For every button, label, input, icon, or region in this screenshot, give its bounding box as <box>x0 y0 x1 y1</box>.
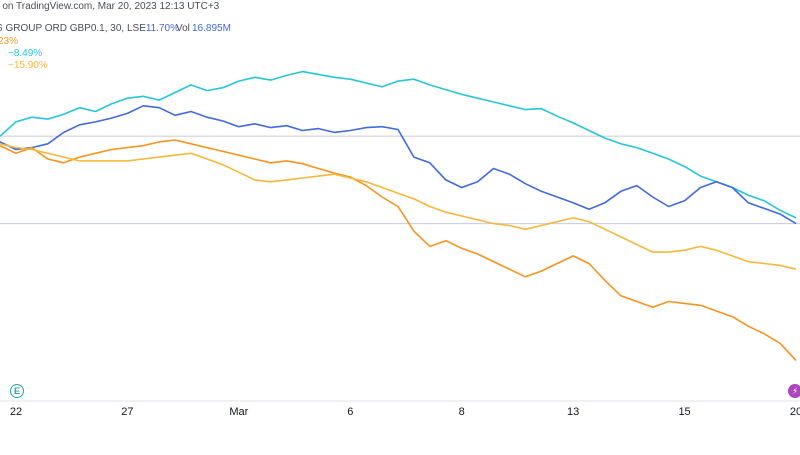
legend-value: 23% <box>0 36 19 47</box>
series-line-0[interactable] <box>0 70 797 219</box>
source-text: d on TradingView.com, Mar 20, 2023 12:13… <box>0 1 220 12</box>
series-line-3[interactable] <box>0 143 797 270</box>
volume-label: Vol <box>176 23 190 34</box>
x-tick-label: 15 <box>678 406 690 418</box>
series-line-2[interactable] <box>0 139 797 361</box>
change-text: −11.70% <box>140 23 180 34</box>
x-tick-label: Mar <box>229 406 248 418</box>
split-badge-icon[interactable]: ⚡ <box>788 384 800 398</box>
volume-value: 16.895M <box>192 23 231 34</box>
x-tick-label: 13 <box>567 406 579 418</box>
legend-value: −15.90% <box>8 60 48 71</box>
symbol-text: S GROUP ORD GBP0.1, 30, LSE <box>0 23 146 34</box>
x-tick-label: 8 <box>459 406 465 418</box>
legend-value: −8.49% <box>8 48 43 59</box>
x-tick-label: 27 <box>121 406 133 418</box>
series-line-1[interactable] <box>0 105 797 225</box>
x-axis-ticks: 22 27 Mar 6 8 13 15 20 <box>10 406 800 418</box>
x-tick-label: 22 <box>10 406 22 418</box>
x-tick-label: 6 <box>347 406 353 418</box>
events-badge-icon[interactable]: E <box>10 384 24 398</box>
reference-lines <box>0 135 800 225</box>
x-tick-label: 20 <box>790 406 800 418</box>
series-layer <box>0 70 797 361</box>
